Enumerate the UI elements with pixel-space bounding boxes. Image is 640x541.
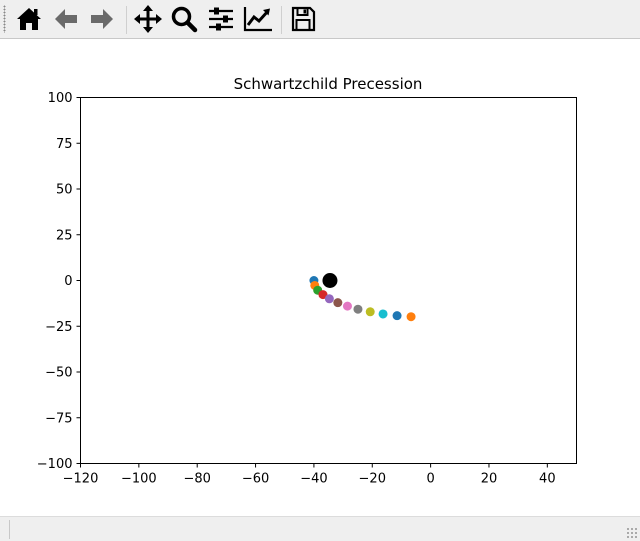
x-tick-label: −100 <box>121 472 157 487</box>
y-tick-label: 75 <box>56 137 73 152</box>
scatter-plot: Schwartzchild Precession −120 −100 −80 −60−… <box>37 75 577 487</box>
floppy-disk-icon <box>291 6 316 32</box>
orbit-point <box>353 304 363 314</box>
orbit-point <box>365 307 375 317</box>
move-icon <box>134 5 162 33</box>
x-axis: −120 −100 −80 −60 −40 −20 0 20 40 <box>63 463 556 487</box>
y-tick-label: 100 <box>48 91 73 106</box>
x-tick-label: −40 <box>300 472 327 487</box>
y-axis: 100 75 50 25 0 −25 −50 −75 −100 <box>37 91 81 472</box>
home-icon <box>17 8 41 30</box>
navigation-toolbar <box>0 0 640 39</box>
x-tick-label: −80 <box>183 472 210 487</box>
y-tick-label: 25 <box>56 228 73 243</box>
figure-canvas[interactable]: Schwartzchild Precession −120 −100 −80 −60−… <box>0 40 640 516</box>
arrow-left-icon <box>55 9 77 29</box>
plot-title: Schwartzchild Precession <box>234 75 423 93</box>
status-bar <box>0 516 640 541</box>
x-tick-label: −60 <box>242 472 269 487</box>
orbit-point <box>378 309 388 319</box>
y-tick-label: 0 <box>64 274 72 289</box>
orbit-point <box>342 301 352 311</box>
search-icon <box>171 6 198 33</box>
toolbar-grip[interactable] <box>3 5 6 33</box>
zoom-button[interactable] <box>168 3 200 35</box>
toolbar-separator <box>126 6 127 34</box>
y-tick-label: −25 <box>45 320 72 335</box>
orbit-point <box>392 311 402 321</box>
x-tick-label: 0 <box>426 472 434 487</box>
orbit-point <box>324 294 334 304</box>
status-separator <box>9 520 10 539</box>
subplots-button[interactable] <box>205 3 237 35</box>
customize-button[interactable] <box>242 3 274 35</box>
pan-button[interactable] <box>132 3 164 35</box>
x-tick-label: 40 <box>539 472 556 487</box>
y-tick-label: −50 <box>45 366 72 381</box>
y-tick-label: −75 <box>45 411 72 426</box>
x-tick-label: −120 <box>63 472 99 487</box>
save-button[interactable] <box>287 3 319 35</box>
home-button[interactable] <box>13 3 45 35</box>
toolbar-separator <box>281 6 282 34</box>
x-tick-label: −20 <box>359 472 386 487</box>
back-button[interactable] <box>50 3 82 35</box>
sliders-icon <box>209 7 233 31</box>
resize-grip[interactable] <box>626 527 638 539</box>
arrow-right-icon <box>91 9 113 29</box>
line-chart-icon <box>243 7 272 32</box>
orbit-point <box>318 290 328 300</box>
forward-button[interactable] <box>86 3 118 35</box>
x-tick-label: 20 <box>481 472 498 487</box>
orbit-point <box>333 298 343 308</box>
y-tick-label: −100 <box>37 457 73 472</box>
orbit-point <box>406 312 416 322</box>
central-mass-point <box>322 273 338 288</box>
y-tick-label: 50 <box>56 183 73 198</box>
plot-marks <box>309 273 416 322</box>
